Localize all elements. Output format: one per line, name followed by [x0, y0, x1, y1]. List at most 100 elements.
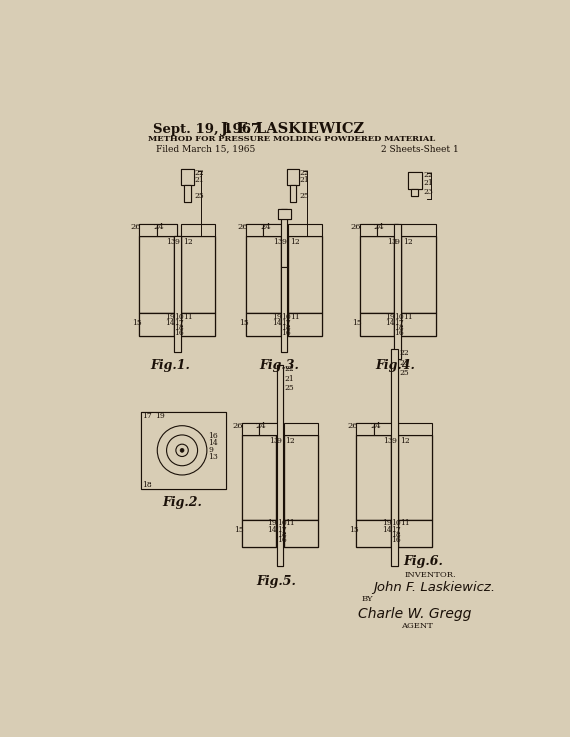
Bar	[284, 435, 317, 520]
Bar	[360, 313, 394, 336]
Bar	[377, 224, 397, 237]
Bar	[288, 237, 323, 313]
Text: 18: 18	[276, 531, 286, 539]
Text: Fig.5.: Fig.5.	[256, 575, 296, 587]
Text: 19: 19	[385, 313, 395, 321]
Text: 19: 19	[155, 412, 165, 419]
Bar	[284, 422, 317, 435]
Bar	[173, 237, 181, 313]
Bar	[141, 412, 226, 489]
Text: 15: 15	[352, 318, 361, 326]
Text: 18: 18	[392, 531, 401, 539]
Bar	[174, 237, 181, 352]
Text: 24: 24	[370, 422, 381, 430]
Text: 18: 18	[174, 324, 184, 332]
Text: 14: 14	[382, 525, 392, 534]
Text: 13: 13	[166, 239, 177, 246]
Text: 24: 24	[256, 422, 266, 430]
Text: 26: 26	[130, 223, 141, 231]
Bar	[181, 170, 194, 185]
Text: 18: 18	[142, 481, 152, 489]
Bar	[412, 189, 418, 196]
Text: Charle W. Gregg: Charle W. Gregg	[358, 607, 471, 621]
Text: 12: 12	[183, 239, 193, 246]
Bar	[398, 520, 433, 547]
Text: 19: 19	[165, 313, 175, 321]
Text: 2 Sheets-Sheet 1: 2 Sheets-Sheet 1	[381, 144, 459, 154]
Text: 17: 17	[142, 412, 152, 419]
Bar	[356, 422, 373, 435]
Bar	[181, 313, 215, 336]
Text: 17: 17	[281, 319, 291, 327]
Bar	[290, 185, 296, 202]
Text: 17: 17	[276, 525, 286, 534]
Bar	[390, 520, 398, 547]
Text: 19: 19	[267, 520, 277, 528]
Text: 19: 19	[382, 520, 392, 528]
Text: 10: 10	[174, 313, 184, 321]
Text: 11: 11	[403, 313, 413, 321]
Text: 12: 12	[400, 437, 410, 445]
Text: 16: 16	[209, 433, 218, 441]
Bar	[140, 313, 173, 336]
Bar	[398, 422, 433, 435]
Bar	[408, 172, 422, 189]
Bar	[360, 237, 394, 313]
Text: 9: 9	[209, 447, 213, 454]
Text: 11: 11	[183, 313, 193, 321]
Text: 10: 10	[392, 520, 401, 528]
Text: 26: 26	[233, 422, 243, 430]
Text: 15: 15	[234, 526, 244, 534]
Bar	[398, 435, 433, 520]
Text: 13: 13	[269, 437, 279, 445]
Text: 10: 10	[281, 313, 291, 321]
Bar	[259, 422, 280, 435]
Text: 11: 11	[285, 520, 295, 528]
Bar	[174, 237, 181, 352]
Text: 21: 21	[194, 176, 204, 184]
Bar	[173, 313, 181, 336]
Bar	[246, 224, 263, 237]
Bar	[394, 224, 401, 360]
Bar	[401, 237, 435, 313]
Text: Fig.2.: Fig.2.	[162, 496, 202, 509]
Bar	[356, 422, 373, 435]
Text: 12: 12	[290, 239, 300, 246]
Text: 14: 14	[209, 439, 218, 447]
Bar	[242, 520, 276, 547]
Text: 13: 13	[209, 453, 218, 461]
Bar	[140, 224, 157, 237]
Text: 21: 21	[423, 179, 433, 187]
Bar	[263, 224, 284, 237]
Text: 16: 16	[281, 329, 291, 337]
Bar	[356, 520, 390, 547]
Bar	[181, 170, 194, 185]
Bar	[140, 237, 173, 313]
Text: 16: 16	[394, 329, 404, 337]
Bar	[356, 435, 390, 520]
Circle shape	[157, 426, 207, 475]
Bar	[185, 185, 190, 202]
Bar	[246, 237, 280, 313]
Bar	[394, 224, 401, 360]
Bar	[401, 313, 435, 336]
Bar	[392, 349, 397, 566]
Text: 16: 16	[276, 537, 286, 545]
Circle shape	[166, 435, 198, 466]
Text: Fig.3.: Fig.3.	[259, 359, 299, 372]
Bar	[408, 172, 422, 189]
Text: 15: 15	[132, 318, 141, 326]
Text: 25: 25	[194, 192, 204, 200]
Text: 24: 24	[153, 223, 164, 231]
Text: 11: 11	[400, 520, 410, 528]
Text: AGENT: AGENT	[401, 622, 433, 630]
Bar	[360, 224, 377, 237]
Text: 16: 16	[174, 329, 184, 337]
Bar	[281, 209, 287, 267]
Text: J. F. LASKIEWICZ: J. F. LASKIEWICZ	[221, 122, 364, 136]
Bar	[360, 237, 394, 313]
Bar	[276, 365, 283, 566]
Text: 23: 23	[423, 189, 433, 196]
Text: 19: 19	[272, 313, 282, 321]
Bar	[356, 435, 390, 520]
